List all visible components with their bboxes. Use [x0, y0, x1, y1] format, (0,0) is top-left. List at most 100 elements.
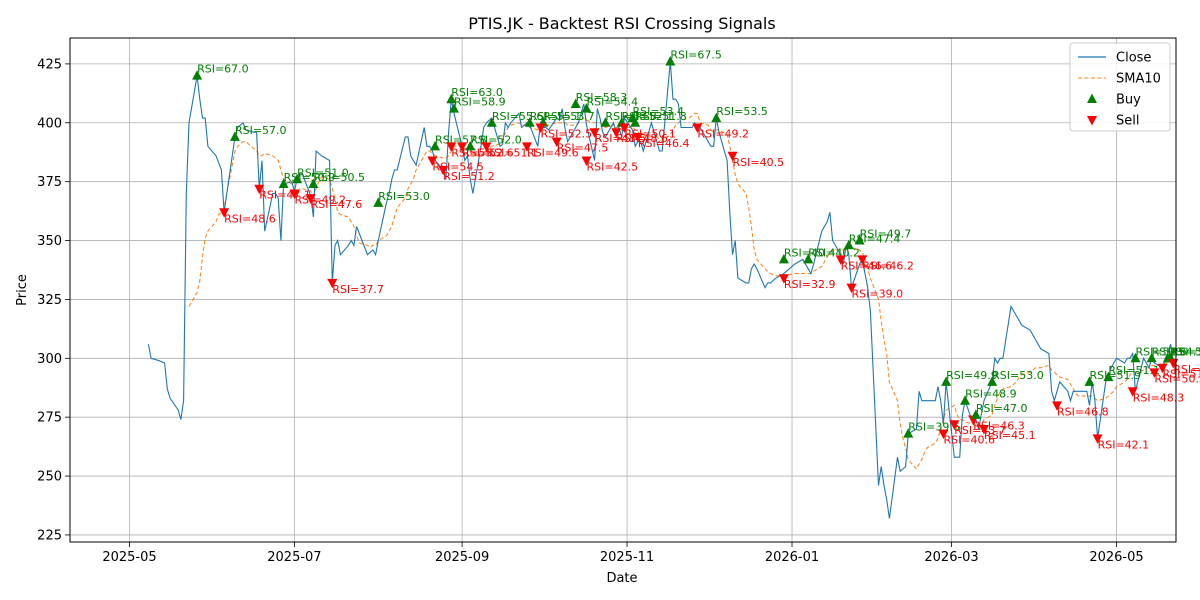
- buy-label: RSI=52.6: [1135, 345, 1187, 358]
- legend: Close SMA10 Buy Sell: [1069, 42, 1171, 132]
- sell-label: RSI=55.2: [451, 146, 503, 159]
- buy-marker: [843, 239, 854, 250]
- buy-label: RSI=49.7: [860, 228, 912, 241]
- sell-label: RSI=32.9: [784, 278, 836, 291]
- buy-label: RSI=40.4: [784, 246, 836, 259]
- sell-marker: [581, 156, 592, 166]
- y-tick-label: 350: [37, 234, 62, 249]
- buy-marker: [524, 117, 535, 127]
- close-series: [147, 61, 1174, 519]
- sell-label: RSI=37.7: [332, 283, 384, 296]
- sell-label: RSI=48.5: [595, 132, 647, 145]
- buy-marker: [970, 409, 981, 419]
- sell-marker: [778, 274, 789, 284]
- buy-marker: [778, 253, 789, 264]
- y-tick-label: 275: [37, 411, 62, 426]
- sell-marker: [727, 151, 738, 162]
- legend-sell-swatch: [1087, 116, 1097, 126]
- y-tick-label: 425: [37, 57, 62, 72]
- buy-label: RSI=51.0: [297, 166, 349, 179]
- legend-box: [1069, 42, 1171, 132]
- x-tick-label: 2025-05: [102, 550, 156, 565]
- buy-marker: [941, 376, 952, 386]
- buy-marker: [229, 131, 240, 141]
- sell-marker: [938, 429, 949, 440]
- x-axis-label: Date: [606, 571, 637, 586]
- sell-marker: [632, 132, 643, 143]
- buy-marker: [308, 178, 319, 189]
- x-tick-label: 2025-09: [435, 550, 489, 565]
- sell-label: RSI=52.6: [462, 146, 514, 159]
- legend-label: Buy: [1116, 93, 1141, 108]
- sell-marker: [857, 255, 868, 265]
- sell-marker: [457, 142, 468, 152]
- sell-marker: [846, 283, 857, 294]
- y-axis-label: Price: [15, 274, 30, 306]
- buy-marker: [1146, 352, 1157, 363]
- y-tick-label: 300: [37, 352, 62, 367]
- x-tick-label: 2026-03: [924, 550, 978, 565]
- buy-label: RSI=53.7: [543, 110, 595, 123]
- sell-label: RSI=39.0: [852, 288, 904, 301]
- sell-marker: [535, 123, 546, 133]
- sell-label: RSI=49.2: [697, 127, 749, 140]
- sell-label: RSI=51.2: [443, 170, 495, 183]
- sell-marker: [1127, 387, 1138, 397]
- sell-marker: [438, 165, 449, 176]
- buy-label: RSI=51.1: [1108, 364, 1160, 377]
- buy-label: RSI=53.5: [716, 105, 768, 118]
- buy-label: RSI=67.5: [670, 49, 722, 62]
- plot-frame: [69, 37, 1177, 543]
- sell-label: RSI=48.6: [616, 132, 668, 145]
- buy-marker: [373, 197, 384, 207]
- buy-marker: [1130, 352, 1141, 363]
- buy-marker: [854, 235, 865, 245]
- chart-title: PTIS.JK - Backtest RSI Crossing Signals: [468, 14, 775, 33]
- sell-marker: [522, 142, 533, 152]
- sell-label: RSI=45.1: [984, 429, 1036, 442]
- buy-marker: [711, 112, 722, 123]
- legend-label: Close: [1116, 51, 1151, 66]
- sell-label: RSI=40.6: [943, 434, 995, 447]
- sell-marker: [481, 142, 492, 152]
- sell-label: RSI=47.6: [311, 198, 363, 211]
- axes: 2025-05 2025-07 2025-09 2025-11 2026-01 2026-…: [37, 37, 1177, 565]
- sell-label: RSI=40.5: [733, 156, 785, 169]
- buy-marker: [292, 173, 303, 184]
- sell-label: RSI=43.7: [954, 424, 1006, 437]
- buy-label: RSI=47.0: [976, 402, 1028, 415]
- sell-label: RSI=49.6: [527, 146, 579, 159]
- x-tick-label: 2026-01: [765, 550, 819, 565]
- signals: RSI=67.0RSI=48.6RSI=57.0RSI=47.1RSI=50.9…: [192, 49, 1200, 451]
- buy-label: RSI=51.9: [1089, 369, 1141, 382]
- buy-label: RSI=50.5: [313, 171, 365, 184]
- sell-marker: [1149, 368, 1160, 378]
- buy-marker: [192, 70, 203, 80]
- buy-marker: [803, 253, 814, 264]
- buy-label: RSI=49.9: [946, 369, 998, 382]
- buy-marker: [465, 140, 476, 151]
- sell-marker: [1092, 434, 1103, 444]
- buy-label: RSI=53.0: [992, 369, 1044, 382]
- buy-marker: [278, 178, 289, 189]
- sell-label: RSI=52.5: [541, 127, 593, 140]
- sell-label: RSI=48.6: [224, 212, 276, 225]
- sma10-line: [188, 112, 1174, 470]
- buy-marker: [581, 103, 592, 113]
- sell-marker: [949, 420, 960, 430]
- buy-marker: [1103, 371, 1114, 382]
- buy-label: RSI=52.0: [470, 133, 522, 146]
- close-line: [147, 61, 1174, 519]
- buy-marker: [960, 395, 971, 405]
- buy-marker: [446, 93, 457, 104]
- sell-marker: [979, 424, 990, 435]
- sell-marker: [619, 123, 630, 133]
- sell-marker: [692, 123, 703, 133]
- y-tick-label: 225: [37, 528, 62, 543]
- buy-label: RSI=58.3: [576, 91, 628, 104]
- y-tick-label: 400: [37, 116, 62, 131]
- sell-label: RSI=47.5: [557, 142, 609, 155]
- sell-label: RSI=51.7: [1162, 368, 1200, 381]
- sell-label: RSI=51.1: [486, 146, 538, 159]
- buy-marker: [903, 428, 914, 438]
